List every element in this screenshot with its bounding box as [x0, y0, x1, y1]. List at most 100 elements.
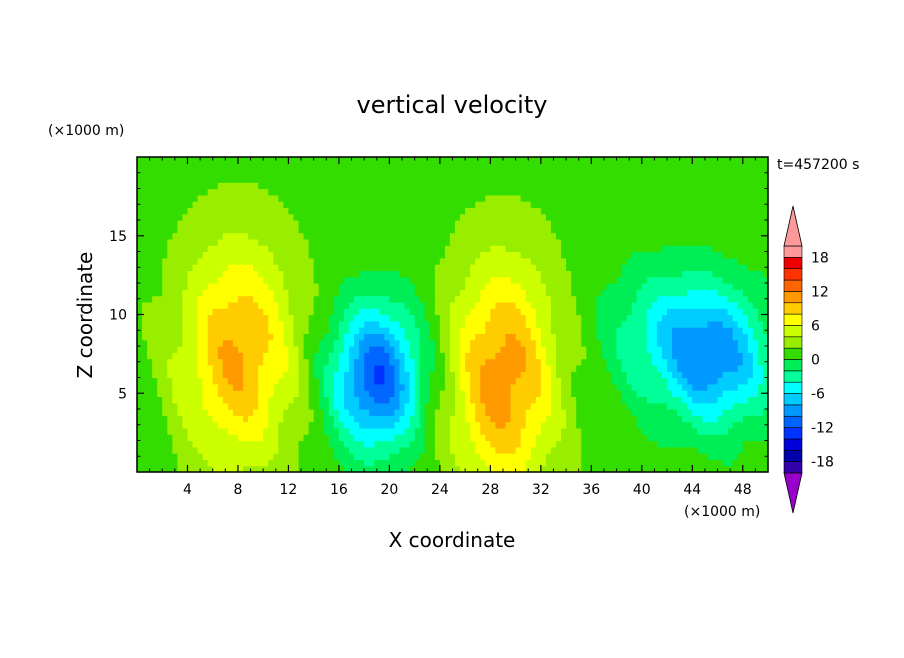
- field-cell: [303, 396, 310, 404]
- field-cell: [293, 264, 300, 271]
- field-cell: [384, 434, 390, 442]
- field-cell: [389, 409, 396, 416]
- field-cell: [677, 308, 683, 316]
- field-cell: [682, 308, 688, 316]
- field-cell: [545, 257, 552, 265]
- field-cell: [540, 377, 547, 385]
- field-cell: [485, 371, 491, 379]
- field-cell: [752, 459, 759, 467]
- field-cell: [232, 459, 239, 467]
- field-cell: [449, 339, 456, 347]
- field-cell: [475, 220, 481, 227]
- field-cell: [636, 402, 643, 410]
- field-cell: [349, 453, 355, 460]
- field-cell: [455, 220, 461, 227]
- field-cell: [485, 390, 491, 397]
- field-cell: [530, 333, 537, 341]
- field-cell: [717, 245, 724, 253]
- field-cell: [757, 232, 764, 240]
- field-cell: [157, 289, 163, 297]
- field-cell: [217, 314, 224, 322]
- field-cell: [505, 314, 512, 322]
- field-cell: [152, 371, 158, 379]
- field-cell: [313, 402, 320, 410]
- field-cell: [227, 465, 234, 473]
- field-cell: [525, 402, 532, 410]
- field-cell: [535, 283, 542, 290]
- field-cell: [591, 377, 597, 385]
- field-cell: [268, 383, 274, 391]
- field-cell: [505, 371, 512, 379]
- field-cell: [263, 371, 269, 379]
- field-cell: [354, 371, 360, 379]
- field-cell: [222, 440, 229, 448]
- field-cell: [631, 409, 638, 416]
- field-cell: [258, 226, 264, 234]
- field-cell: [737, 333, 744, 341]
- field-cell: [157, 409, 163, 416]
- field-cell: [757, 402, 764, 410]
- field-cell: [359, 339, 365, 347]
- field-cell: [561, 421, 567, 429]
- field-cell: [535, 371, 542, 379]
- field-cell: [545, 245, 552, 253]
- field-cell: [505, 295, 512, 303]
- field-cell: [258, 358, 264, 366]
- field-cell: [384, 257, 390, 265]
- field-cell: [444, 346, 451, 353]
- field-cell: [172, 390, 178, 397]
- field-cell: [253, 421, 259, 429]
- field-cell: [253, 440, 259, 448]
- field-cell: [162, 226, 168, 234]
- field-cell: [177, 232, 184, 240]
- field-cell: [702, 364, 709, 372]
- field-cell: [566, 270, 572, 278]
- field-cell: [288, 409, 295, 416]
- field-cell: [550, 459, 557, 467]
- field-cell: [419, 364, 426, 372]
- field-cell: [434, 352, 441, 360]
- field-cell: [243, 238, 249, 246]
- field-cell: [439, 301, 446, 309]
- field-cell: [742, 245, 749, 253]
- field-cell: [677, 226, 683, 234]
- field-cell: [641, 264, 648, 271]
- field-cell: [520, 232, 527, 240]
- field-cell: [697, 409, 703, 416]
- field-cell: [591, 415, 597, 423]
- field-cell: [636, 264, 643, 271]
- field-cell: [187, 440, 194, 448]
- field-cell: [672, 245, 678, 253]
- field-cell: [207, 402, 214, 410]
- field-cell: [661, 289, 668, 297]
- field-cell: [207, 251, 214, 259]
- field-cell: [359, 327, 365, 334]
- field-cell: [429, 314, 436, 322]
- field-cell: [283, 434, 290, 442]
- field-cell: [212, 390, 219, 397]
- field-cell: [187, 333, 194, 341]
- field-cell: [212, 346, 219, 353]
- field-cell: [147, 409, 153, 416]
- field-cell: [505, 333, 512, 341]
- field-cell: [717, 446, 724, 454]
- field-cell: [687, 276, 693, 284]
- field-cell: [137, 396, 143, 404]
- field-cell: [475, 371, 481, 379]
- field-cell: [444, 333, 451, 341]
- field-cell: [374, 308, 380, 316]
- field-cell: [636, 453, 643, 460]
- field-cell: [692, 346, 698, 353]
- field-cell: [222, 257, 229, 265]
- field-cell: [349, 383, 355, 391]
- field-cell: [465, 226, 471, 234]
- field-cell: [288, 383, 295, 391]
- field-cell: [278, 220, 284, 227]
- field-cell: [465, 396, 471, 404]
- field-cell: [530, 314, 537, 322]
- field-cell: [243, 295, 249, 303]
- field-cell: [439, 459, 446, 467]
- field-cell: [273, 226, 279, 234]
- field-cell: [697, 427, 703, 435]
- field-cell: [187, 415, 194, 423]
